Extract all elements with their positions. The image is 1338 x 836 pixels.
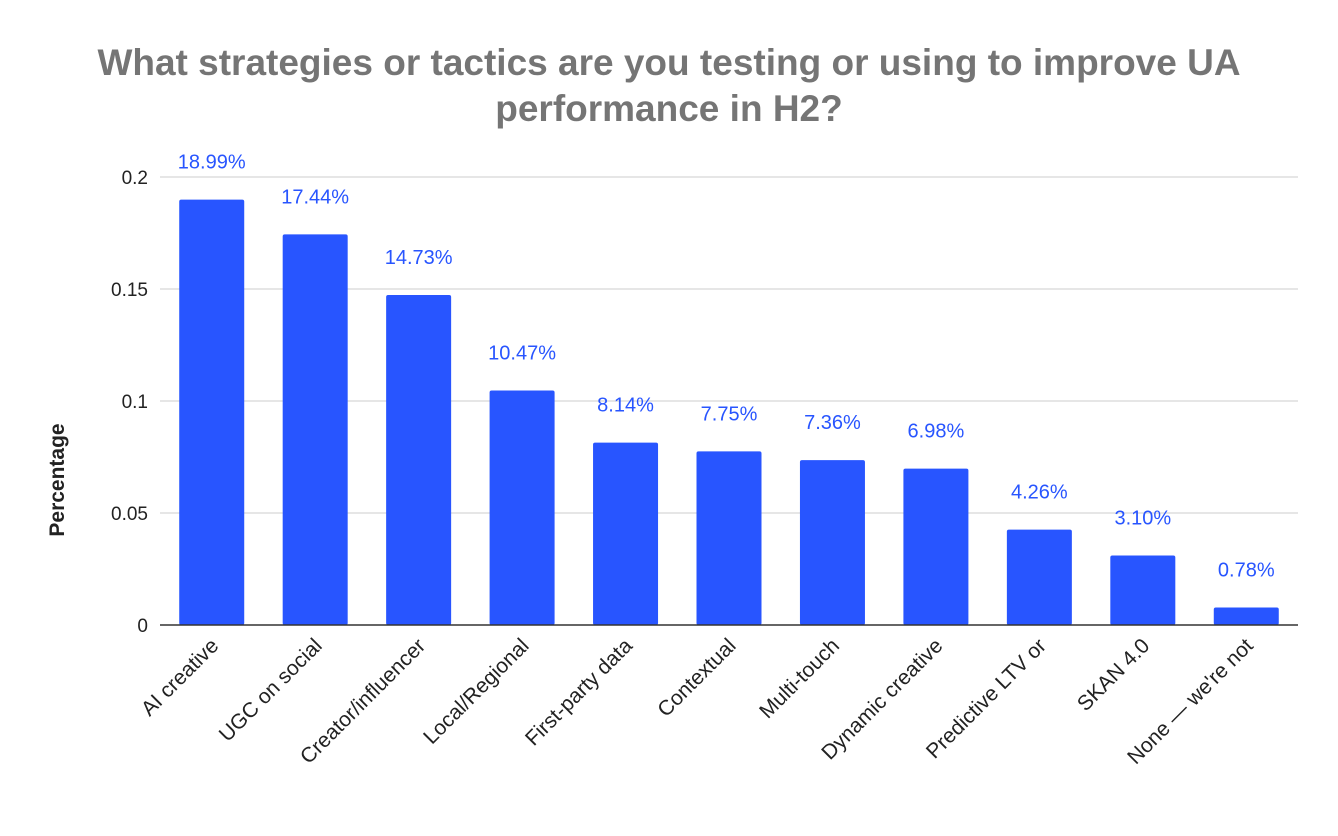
x-tick-label: SKAN 4.0 — [1073, 634, 1154, 715]
data-label: 14.73% — [385, 247, 453, 269]
x-tick-label: UGC on social — [215, 634, 327, 746]
data-label: 17.44% — [281, 186, 349, 208]
chart-title-line-1: What strategies or tactics are you testi… — [97, 42, 1241, 83]
data-label: 0.78% — [1218, 560, 1275, 582]
chart-title: What strategies or tactics are you testi… — [0, 40, 1338, 132]
x-tick-label: Local/Regional — [419, 634, 534, 749]
bar — [903, 468, 969, 625]
bar — [1110, 555, 1176, 625]
data-label: 4.26% — [1011, 482, 1068, 504]
data-label: 7.75% — [701, 403, 758, 425]
y-axis-label: Percentage — [46, 423, 69, 536]
x-tick-label: Multi-touch — [755, 634, 844, 723]
data-label: 18.99% — [178, 152, 246, 174]
bar — [1213, 607, 1279, 625]
bar — [1006, 529, 1072, 625]
x-tick-label: First-party data — [521, 634, 637, 750]
bar — [489, 390, 555, 625]
chart-title-line-2: performance in H2? — [495, 88, 843, 129]
bar — [696, 451, 762, 625]
bar — [179, 199, 245, 625]
y-tick-label: 0.15 — [111, 280, 148, 301]
y-tick-label: 0 — [137, 616, 148, 637]
y-tick-label: 0.05 — [111, 504, 148, 525]
data-label: 6.98% — [908, 421, 965, 443]
y-tick-label: 0.1 — [122, 392, 148, 413]
data-label: 8.14% — [597, 395, 654, 417]
bar — [799, 460, 865, 625]
bar — [386, 295, 452, 625]
x-tick-label: AI creative — [137, 634, 223, 720]
data-label: 3.10% — [1114, 508, 1171, 530]
bar — [282, 234, 348, 625]
x-tick-label: Contextual — [653, 634, 740, 721]
data-label: 10.47% — [488, 342, 556, 364]
bar — [593, 442, 659, 625]
data-label: 7.36% — [804, 412, 861, 434]
y-tick-label: 0.2 — [122, 168, 148, 189]
